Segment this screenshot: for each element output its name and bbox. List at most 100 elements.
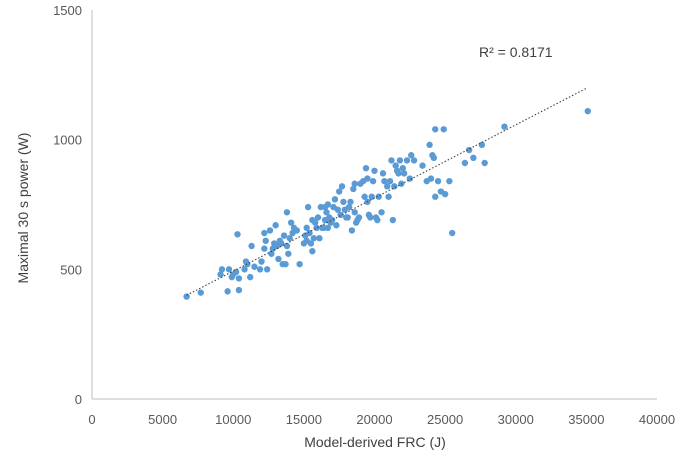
data-point	[283, 242, 291, 250]
y-tick-label: 0	[75, 392, 82, 407]
data-point	[369, 177, 377, 185]
data-point	[378, 209, 385, 216]
data-points	[183, 107, 591, 300]
x-tick-label: 35000	[568, 412, 604, 427]
data-point	[258, 258, 265, 265]
data-point	[348, 227, 356, 234]
x-tick-label: 15000	[286, 412, 322, 427]
data-point	[285, 250, 292, 257]
x-tick-label: 30000	[498, 412, 534, 427]
data-point	[361, 193, 368, 200]
data-point	[351, 209, 358, 216]
trendline	[186, 87, 587, 296]
y-axis-title: Maximal 30 s power (W)	[15, 133, 31, 284]
data-point	[379, 170, 387, 177]
data-point	[183, 293, 190, 300]
data-point	[261, 245, 268, 252]
data-point	[324, 224, 332, 232]
data-point	[364, 175, 371, 182]
data-point	[261, 229, 268, 237]
data-point	[310, 235, 317, 242]
data-point	[400, 170, 408, 177]
data-point	[331, 196, 339, 203]
data-point	[235, 286, 243, 294]
data-point	[501, 123, 508, 130]
data-point	[344, 214, 351, 221]
data-point	[396, 157, 404, 164]
data-point	[446, 177, 453, 185]
data-point	[334, 206, 341, 213]
y-tick-labels: 0 500 1000 1500	[53, 3, 82, 407]
x-tick-label: 5000	[148, 412, 177, 427]
data-point	[367, 214, 374, 221]
data-point	[430, 154, 438, 162]
data-point	[432, 126, 439, 133]
data-point	[262, 237, 269, 245]
data-point	[275, 255, 282, 263]
data-point	[323, 209, 330, 216]
data-point	[316, 235, 323, 242]
data-point	[296, 260, 303, 268]
data-point	[309, 247, 316, 255]
data-point	[345, 203, 353, 211]
data-point	[218, 266, 226, 273]
data-point	[280, 232, 288, 239]
x-tick-label: 40000	[639, 412, 675, 427]
data-point	[248, 242, 255, 250]
data-point	[313, 224, 320, 232]
y-tick-label: 1000	[53, 133, 82, 148]
r-squared-annotation: R² = 0.8171	[479, 44, 553, 60]
x-tick-label: 10000	[215, 412, 251, 427]
data-point	[427, 175, 435, 182]
data-point	[362, 164, 370, 172]
data-point	[282, 260, 289, 268]
x-axis-title: Model-derived FRC (J)	[304, 434, 446, 450]
data-point	[272, 222, 279, 229]
data-point	[419, 162, 426, 169]
data-point	[403, 157, 411, 164]
data-point	[225, 266, 233, 273]
data-point	[333, 222, 340, 229]
data-point	[306, 229, 313, 237]
data-point	[408, 152, 415, 159]
data-point	[395, 170, 402, 177]
data-point	[448, 229, 456, 237]
data-point	[286, 235, 293, 242]
data-point	[434, 177, 442, 185]
data-point	[268, 250, 275, 257]
data-point	[293, 227, 301, 234]
data-point	[355, 214, 363, 221]
data-point	[461, 159, 469, 167]
data-point	[351, 180, 358, 187]
data-point	[386, 177, 394, 185]
data-point	[340, 198, 347, 206]
data-point	[311, 219, 319, 226]
data-point	[224, 288, 231, 295]
data-point	[304, 203, 312, 211]
data-point	[314, 214, 322, 221]
data-point	[410, 157, 418, 164]
data-point	[350, 185, 357, 193]
data-point	[441, 190, 449, 198]
data-point	[232, 268, 240, 276]
data-point	[235, 275, 243, 282]
data-point	[374, 216, 381, 224]
data-point	[481, 159, 488, 167]
data-point	[283, 209, 291, 216]
x-tick-label: 0	[88, 412, 95, 427]
data-point	[478, 141, 486, 149]
data-point	[247, 273, 254, 281]
data-point	[263, 266, 271, 273]
data-point	[197, 289, 204, 296]
data-point	[385, 193, 392, 200]
data-point	[368, 193, 375, 200]
data-point	[266, 227, 274, 234]
data-point	[244, 260, 251, 268]
data-point	[217, 271, 224, 278]
x-tick-label: 20000	[356, 412, 392, 427]
data-point	[391, 183, 398, 190]
data-point	[426, 141, 433, 149]
data-point	[234, 231, 241, 238]
data-point	[324, 201, 332, 208]
